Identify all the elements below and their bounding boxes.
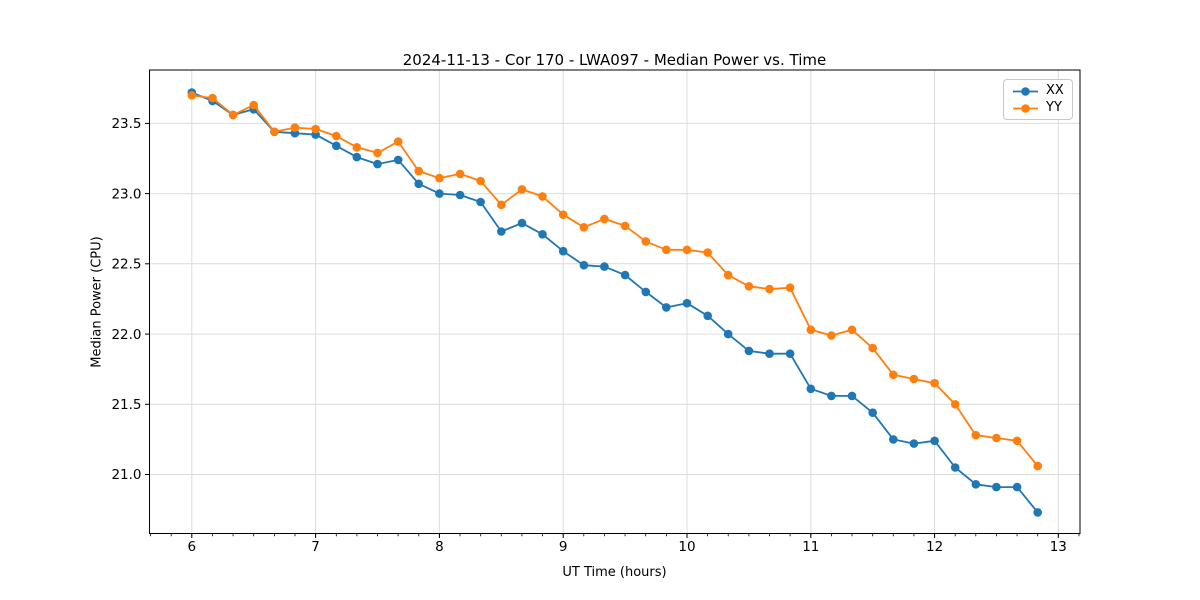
svg-text:7: 7 [311,539,320,555]
svg-text:23.5: 23.5 [111,116,141,132]
svg-text:6: 6 [188,539,197,555]
svg-text:10: 10 [678,539,695,555]
chart-title: 2024-11-13 - Cor 170 - LWA097 - Median P… [402,51,827,69]
legend-label-yy: YY [1046,100,1062,115]
legend-line-marker-xx-icon [1013,86,1038,96]
svg-text:13: 13 [1050,539,1067,555]
y-axis-label: Median Power (CPU) [89,236,105,368]
legend-item-yy: YY [1012,100,1064,116]
legend-item-xx: XX [1012,83,1064,99]
svg-text:22.0: 22.0 [111,327,141,343]
svg-text:8: 8 [435,539,444,555]
legend: XX YY [1003,79,1073,120]
svg-text:21.5: 21.5 [111,397,141,413]
x-axis-label: UT Time (hours) [562,565,667,580]
legend-label-xx: XX [1046,83,1064,98]
legend-line-marker-yy-icon [1013,103,1038,113]
svg-text:21.0: 21.0 [111,467,141,483]
svg-text:9: 9 [559,539,568,555]
svg-text:23.0: 23.0 [111,186,141,202]
svg-text:12: 12 [926,539,943,555]
svg-text:11: 11 [802,539,819,555]
svg-text:22.5: 22.5 [111,257,141,273]
